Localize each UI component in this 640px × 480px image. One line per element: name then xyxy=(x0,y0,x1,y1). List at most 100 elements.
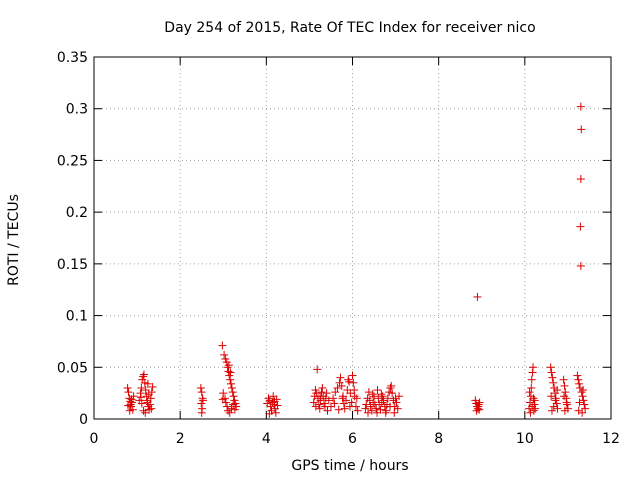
x-tick-label: 6 xyxy=(348,431,357,447)
y-tick-label: 0.15 xyxy=(57,257,88,273)
data-point xyxy=(316,392,325,401)
data-point xyxy=(372,404,381,413)
data-point xyxy=(227,404,236,413)
data-point xyxy=(225,408,234,417)
data-point xyxy=(392,398,401,407)
data-point xyxy=(230,405,239,414)
y-tick-label: 0.2 xyxy=(66,205,88,221)
data-point xyxy=(345,377,354,386)
data-point xyxy=(336,373,345,382)
data-point xyxy=(373,408,382,417)
data-point xyxy=(364,388,373,397)
data-point xyxy=(264,394,273,403)
data-point xyxy=(548,373,557,382)
data-point xyxy=(391,394,400,403)
x-axis-label: GPS time / hours xyxy=(291,458,408,474)
data-point xyxy=(324,396,333,405)
data-point xyxy=(347,398,356,407)
data-point xyxy=(218,395,227,404)
data-point xyxy=(553,404,562,413)
x-tick-label: 0 xyxy=(90,431,99,447)
data-point xyxy=(139,370,148,379)
data-point xyxy=(574,406,583,415)
data-point xyxy=(363,394,372,403)
x-tick-label: 2 xyxy=(176,431,185,447)
data-point xyxy=(547,368,556,377)
data-point xyxy=(333,383,342,392)
data-point xyxy=(561,388,570,397)
data-point xyxy=(123,383,132,392)
data-point xyxy=(127,395,136,404)
y-tick-label: 0.25 xyxy=(57,153,88,169)
data-point xyxy=(578,408,587,417)
data-point xyxy=(226,375,235,384)
data-point xyxy=(374,394,383,403)
axis-ticks: 0 0.05 0.1 0.15 0.2 0.25 0.3 0.35 0 2 4 6 8 10 12 xyxy=(57,50,620,447)
data-point xyxy=(527,375,536,384)
data-point xyxy=(141,386,150,395)
x-tick-label: 10 xyxy=(516,431,534,447)
data-point xyxy=(227,383,236,392)
data-point xyxy=(373,386,382,395)
data-point xyxy=(229,392,238,401)
data-point xyxy=(197,388,206,397)
data-point xyxy=(377,398,386,407)
data-point xyxy=(144,390,153,399)
data-point xyxy=(227,379,236,388)
data-point xyxy=(313,365,322,374)
x-tick-label: 8 xyxy=(434,431,443,447)
data-point xyxy=(266,402,275,411)
data-point xyxy=(137,383,146,392)
data-point xyxy=(340,404,349,413)
data-point xyxy=(364,408,373,417)
data-point xyxy=(385,402,394,411)
data-point xyxy=(581,404,590,413)
data-point xyxy=(369,398,378,407)
data-point xyxy=(350,386,359,395)
data-point xyxy=(381,408,390,417)
data-point xyxy=(146,400,155,409)
data-point xyxy=(575,379,584,388)
data-point xyxy=(579,396,588,405)
data-point xyxy=(330,399,339,408)
data-point xyxy=(265,409,274,418)
data-point xyxy=(342,396,351,405)
data-point xyxy=(338,394,347,403)
data-point xyxy=(377,390,386,399)
data-point xyxy=(529,406,538,415)
data-point xyxy=(551,396,560,405)
data-point xyxy=(361,404,370,413)
data-point xyxy=(549,378,558,387)
y-tick-label: 0.1 xyxy=(66,309,88,325)
data-point xyxy=(349,378,358,387)
data-point xyxy=(329,394,338,403)
grid xyxy=(94,57,611,419)
x-tick-label: 4 xyxy=(262,431,271,447)
data-point xyxy=(473,292,482,301)
x-tick-label: 12 xyxy=(602,431,620,447)
data-point xyxy=(547,392,556,401)
data-point xyxy=(576,222,585,231)
data-point xyxy=(142,396,151,405)
data-point xyxy=(223,363,232,372)
data-point xyxy=(273,401,282,410)
data-point xyxy=(576,175,585,184)
data-point xyxy=(559,375,568,384)
data-point xyxy=(530,396,539,405)
data-point xyxy=(527,383,536,392)
data-point xyxy=(331,388,340,397)
data-point xyxy=(560,406,569,415)
data-point xyxy=(526,408,535,417)
data-point xyxy=(224,361,233,370)
data-point xyxy=(553,386,562,395)
data-point xyxy=(136,393,145,402)
data-point xyxy=(124,401,133,410)
data-point xyxy=(526,398,535,407)
data-point xyxy=(223,402,232,411)
data-point xyxy=(143,379,152,388)
data-point xyxy=(576,261,585,270)
chart-title: Day 254 of 2015, Rate Of TEC Index for r… xyxy=(164,20,535,36)
data-point xyxy=(525,388,534,397)
data-point xyxy=(271,408,280,417)
